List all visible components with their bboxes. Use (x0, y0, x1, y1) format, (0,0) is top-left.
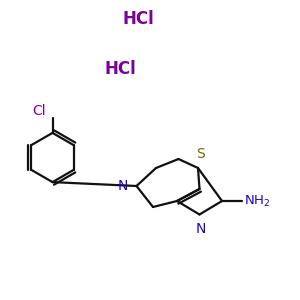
Text: HCl: HCl (122, 11, 154, 28)
Text: N: N (196, 222, 206, 236)
Text: Cl: Cl (32, 104, 46, 118)
Text: HCl: HCl (104, 60, 136, 78)
Text: NH$_2$: NH$_2$ (244, 194, 270, 208)
Text: N: N (118, 179, 128, 193)
Text: S: S (196, 147, 205, 161)
